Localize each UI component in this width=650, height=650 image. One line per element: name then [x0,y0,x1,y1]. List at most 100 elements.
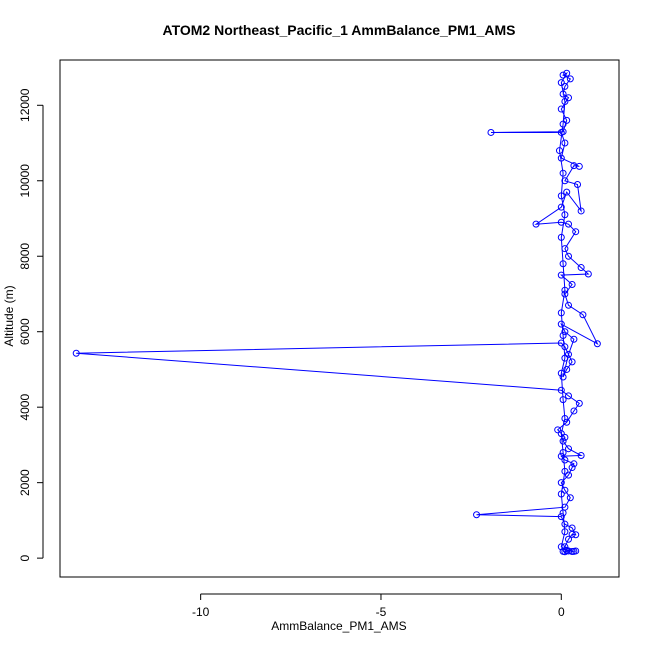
data-point [559,169,567,177]
y-axis-label: Altitude (m) [2,285,16,346]
data-point [563,418,571,426]
data-point [557,513,565,521]
data-point [565,252,573,260]
y-tick-label: 12000 [18,88,32,122]
data-point [557,543,565,551]
data-point [584,270,592,278]
x-tick-label: -10 [192,605,210,619]
data-point [561,548,569,556]
data-point [568,281,576,289]
data-point [561,290,569,298]
data-point [565,535,573,543]
y-tick-label: 6000 [18,318,32,345]
data-point [561,82,569,90]
data-point [563,69,571,77]
data-point [555,147,563,155]
data-point [559,128,567,136]
data-point [563,188,571,196]
chart-title: ATOM2 Northeast_Pacific_1 AmmBalance_PM1… [163,22,516,38]
data-point [561,177,569,185]
data-point [557,105,565,113]
data-point [559,260,567,268]
data-point [565,301,573,309]
data-point [566,75,574,83]
data-point [557,479,565,487]
data-point [579,311,587,319]
data-point [577,451,585,459]
data-point [577,207,585,215]
data-point [473,511,481,519]
data-point [554,426,562,434]
data-point [570,460,578,468]
data-point [559,509,567,517]
data-point [557,339,565,347]
data-point [561,415,569,423]
x-tick-label: 0 [558,605,565,619]
data-point [557,192,565,200]
y-tick-label: 2000 [18,469,32,496]
data-point [572,531,580,539]
data-point [563,365,571,373]
data-point [561,139,569,147]
data-point [575,162,583,170]
data-point [568,358,576,366]
data-point [487,128,495,136]
y-tick-label: 4000 [18,394,32,421]
data-point [561,456,569,464]
data-point [557,490,565,498]
data-point [557,309,565,317]
data-point [557,154,565,162]
data-point [575,399,583,407]
y-tick-label: 0 [18,554,32,561]
data-point [557,271,565,279]
data-point [563,547,571,555]
data-point [561,467,569,475]
data-point [561,98,569,106]
data-point [561,520,569,528]
series-line [76,71,599,553]
data-point [557,320,565,328]
data-point [572,228,580,236]
data-point [532,220,540,228]
data-point [568,524,576,532]
x-axis-label: AmmBalance_PM1_AMS [271,619,406,633]
data-point [559,373,567,381]
data-point [559,90,567,98]
data-point [557,218,565,226]
data-point [563,116,571,124]
x-tick-label: -5 [376,605,387,619]
data-point [561,433,569,441]
data-point [574,181,582,189]
data-point [561,328,569,336]
data-point [565,392,573,400]
data-point [570,335,578,343]
data-point [565,94,573,102]
data-point [557,369,565,377]
y-tick-label: 10000 [18,164,32,198]
data-point [570,407,578,415]
data-point [561,245,569,253]
data-point [561,354,569,362]
data-point [557,386,565,394]
data-point [593,340,601,348]
data-point [559,448,567,456]
y-tick-label: 8000 [18,243,32,270]
data-point [559,120,567,128]
data-point [72,349,80,357]
data-point [568,464,576,472]
data-point [566,494,574,502]
data-point [557,203,565,211]
data-point [572,547,580,555]
data-point [557,79,565,87]
data-point [565,471,573,479]
data-point [559,396,567,404]
data-point [561,543,569,551]
data-point [561,343,569,351]
data-point [577,264,585,272]
data-point [557,233,565,241]
axes: -10 -5 0 0 2000 4000 6000 8000 10000 12000 [18,88,565,619]
data-point [565,350,573,358]
data-point [565,220,573,228]
